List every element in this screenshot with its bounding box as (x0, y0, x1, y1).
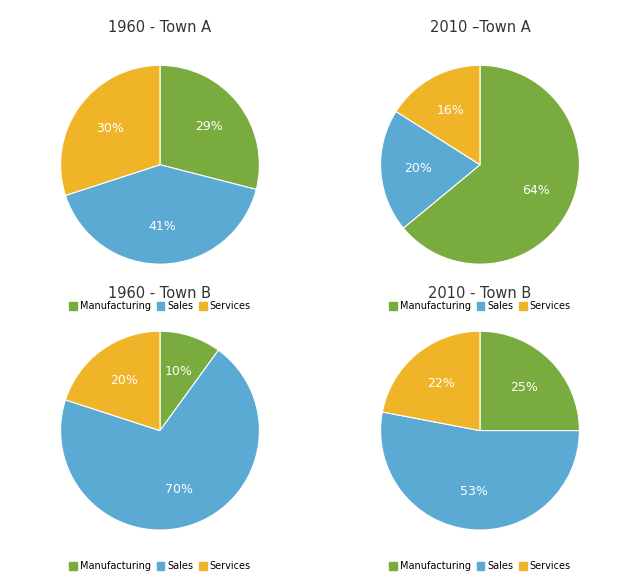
Text: 22%: 22% (427, 377, 454, 390)
Wedge shape (65, 165, 256, 264)
Text: 53%: 53% (460, 486, 488, 498)
Wedge shape (381, 112, 480, 228)
Wedge shape (160, 331, 218, 431)
Text: 10%: 10% (165, 365, 193, 379)
Wedge shape (61, 350, 259, 530)
Title: 1960 - Town A: 1960 - Town A (108, 20, 212, 35)
Wedge shape (61, 65, 160, 195)
Legend: Manufacturing, Sales, Services: Manufacturing, Sales, Services (69, 561, 251, 572)
Wedge shape (480, 331, 579, 431)
Legend: Manufacturing, Sales, Services: Manufacturing, Sales, Services (69, 301, 251, 312)
Title: 1960 - Town B: 1960 - Town B (109, 286, 211, 301)
Wedge shape (403, 65, 579, 264)
Title: 2010 - Town B: 2010 - Town B (428, 286, 532, 301)
Wedge shape (65, 331, 160, 431)
Text: 64%: 64% (522, 184, 550, 198)
Text: 29%: 29% (195, 120, 223, 134)
Text: 25%: 25% (509, 380, 538, 394)
Text: 70%: 70% (165, 483, 193, 496)
Wedge shape (382, 331, 480, 431)
Legend: Manufacturing, Sales, Services: Manufacturing, Sales, Services (389, 301, 571, 312)
Wedge shape (381, 412, 579, 530)
Legend: Manufacturing, Sales, Services: Manufacturing, Sales, Services (389, 561, 571, 572)
Text: 41%: 41% (148, 220, 176, 233)
Text: 20%: 20% (404, 162, 433, 175)
Wedge shape (396, 65, 480, 165)
Text: 16%: 16% (436, 104, 464, 117)
Wedge shape (160, 65, 259, 190)
Text: 20%: 20% (110, 374, 138, 387)
Text: 30%: 30% (96, 122, 124, 135)
Title: 2010 –Town A: 2010 –Town A (429, 20, 531, 35)
